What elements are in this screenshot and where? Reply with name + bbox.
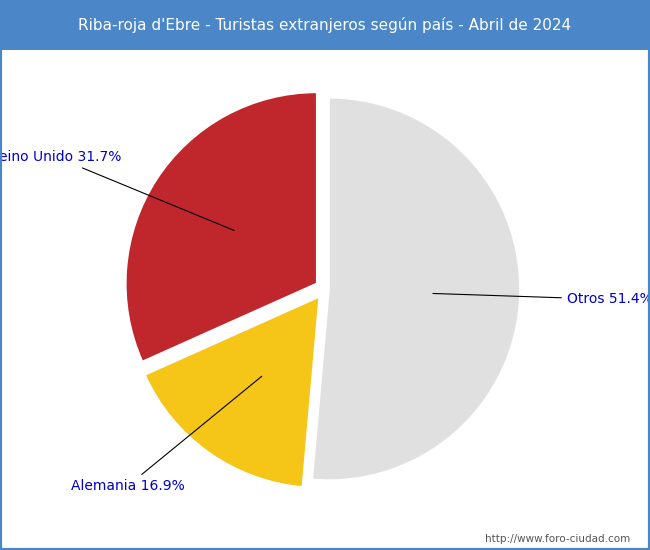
Text: Riba-roja d'Ebre - Turistas extranjeros según país - Abril de 2024: Riba-roja d'Ebre - Turistas extranjeros … <box>79 16 571 33</box>
Wedge shape <box>145 296 319 487</box>
Text: Alemania 16.9%: Alemania 16.9% <box>71 376 262 493</box>
Text: Reino Unido 31.7%: Reino Unido 31.7% <box>0 150 234 230</box>
Text: http://www.foro-ciudad.com: http://www.foro-ciudad.com <box>486 535 630 544</box>
Wedge shape <box>125 92 317 362</box>
Wedge shape <box>312 97 520 480</box>
Text: Otros 51.4%: Otros 51.4% <box>433 293 650 306</box>
